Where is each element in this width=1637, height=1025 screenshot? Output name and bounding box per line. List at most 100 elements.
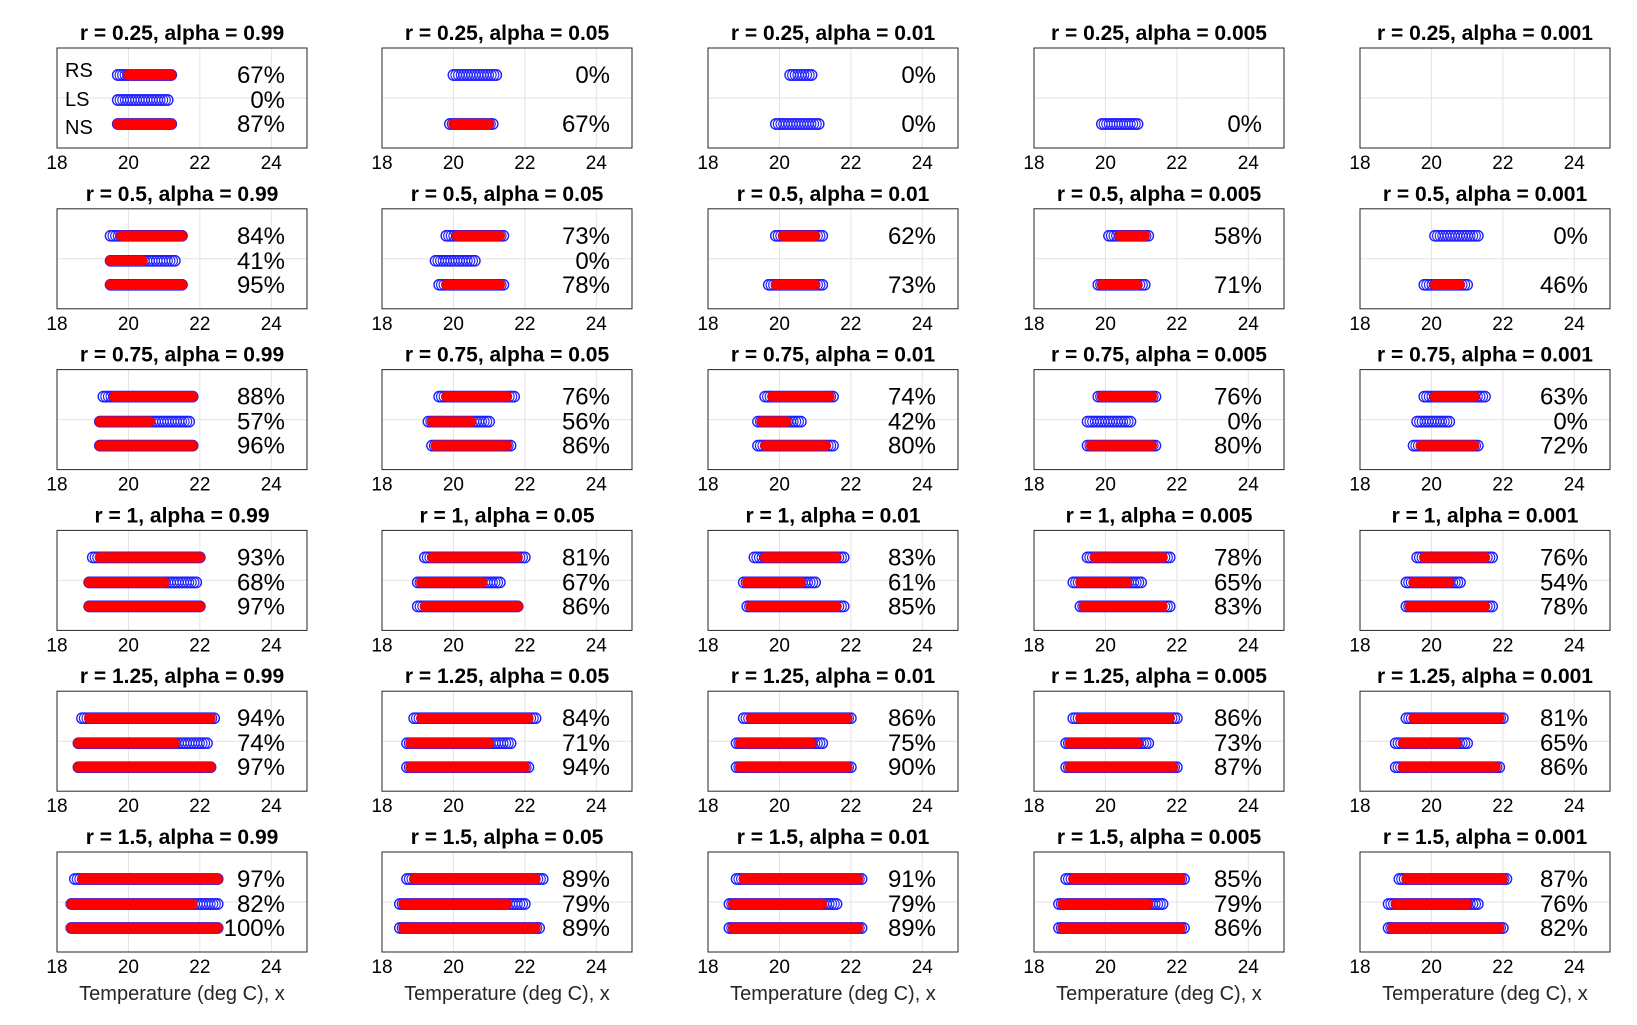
blue-point bbox=[466, 255, 478, 267]
x-tick-label: 20 bbox=[118, 796, 139, 817]
blue-point bbox=[810, 118, 822, 130]
x-tick-label: 20 bbox=[443, 153, 464, 174]
subplot-panel: 81%65%86% 18 20 22 24 r = 1.25, alpha = 0.001 bbox=[1349, 665, 1611, 817]
panel-title: r = 0.25, alpha = 0.01 bbox=[731, 22, 936, 45]
blue-point bbox=[499, 737, 512, 749]
red-point-series bbox=[1429, 279, 1466, 290]
percentage-label: 89% bbox=[888, 915, 936, 942]
blue-point bbox=[1126, 118, 1139, 130]
blue-point bbox=[504, 737, 517, 749]
percentage-label: 76% bbox=[1540, 891, 1588, 918]
blue-point bbox=[461, 255, 473, 267]
red-point-series bbox=[1064, 762, 1179, 773]
blue-point bbox=[1472, 230, 1484, 242]
x-tick-label: 22 bbox=[189, 635, 210, 656]
x-tick-label: 24 bbox=[1564, 475, 1586, 496]
x-tick-label: 20 bbox=[1095, 314, 1116, 335]
red-point-series bbox=[448, 118, 495, 130]
panel-title: r = 1.5, alpha = 0.05 bbox=[411, 826, 604, 849]
percentage-label: 91% bbox=[888, 866, 936, 893]
x-tick-label: 24 bbox=[912, 635, 934, 656]
x-tick-label: 20 bbox=[769, 957, 790, 978]
blue-point bbox=[209, 898, 221, 910]
panel-title: r = 1, alpha = 0.05 bbox=[419, 504, 594, 527]
blue-point bbox=[502, 737, 514, 749]
percentage-label: 82% bbox=[1540, 915, 1588, 942]
percentage-label: 86% bbox=[888, 705, 936, 732]
panel-title: r = 0.5, alpha = 0.99 bbox=[86, 183, 279, 206]
red-point-series bbox=[1075, 713, 1175, 724]
percentage-label: 86% bbox=[1214, 705, 1262, 732]
x-tick-label: 18 bbox=[1023, 796, 1044, 817]
percentage-label: 94% bbox=[237, 705, 285, 732]
x-tick-label: 20 bbox=[443, 314, 464, 335]
subplot-panel: 76%0%80% 18 20 22 24 r = 0.75, alpha = 0.005 bbox=[1023, 344, 1285, 496]
x-tick-label: 24 bbox=[1238, 635, 1260, 656]
blue-point bbox=[491, 576, 504, 589]
x-tick-label: 24 bbox=[586, 314, 608, 335]
percentage-label: 85% bbox=[1214, 866, 1262, 893]
axes-frame bbox=[707, 369, 959, 471]
x-tick-label: 20 bbox=[769, 475, 790, 496]
x-tick-label: 18 bbox=[1023, 635, 1044, 656]
axes-frame bbox=[707, 690, 959, 792]
x-tick-label: 18 bbox=[1349, 957, 1370, 978]
x-tick-label: 18 bbox=[1349, 475, 1370, 496]
x-tick-label: 24 bbox=[1238, 796, 1260, 817]
x-tick-label: 20 bbox=[1421, 314, 1442, 335]
percentage-label: 82% bbox=[237, 891, 285, 918]
percentage-label: 88% bbox=[237, 384, 285, 411]
subplot-panel: 94%74%97% 18 20 22 24 r = 1.25, alpha = 0.99 bbox=[46, 665, 308, 817]
x-tick-label: 20 bbox=[118, 957, 139, 978]
x-tick-label: 22 bbox=[1166, 635, 1187, 656]
x-axis-label: Temperature (deg C), x bbox=[1056, 983, 1262, 1005]
blue-point bbox=[1440, 415, 1453, 428]
red-point-series bbox=[727, 922, 864, 934]
red-point-series bbox=[83, 601, 206, 612]
percentage-label: 0% bbox=[575, 62, 610, 89]
blue-point bbox=[519, 898, 531, 910]
percentage-label: 71% bbox=[1214, 272, 1262, 299]
red-point-series bbox=[405, 738, 495, 749]
red-point-series bbox=[419, 601, 523, 612]
red-point-series bbox=[94, 440, 198, 451]
panel-title: r = 1.25, alpha = 0.05 bbox=[405, 665, 610, 688]
x-tick-label: 22 bbox=[1492, 635, 1513, 656]
red-point-series bbox=[1096, 279, 1143, 290]
axes-frame bbox=[381, 690, 633, 792]
x-tick-label: 20 bbox=[443, 475, 464, 496]
blue-point bbox=[169, 255, 181, 267]
panel-title: r = 1, alpha = 0.005 bbox=[1066, 504, 1253, 527]
percentage-label: 97% bbox=[237, 593, 285, 620]
blue-point bbox=[795, 415, 807, 428]
x-tick-label: 18 bbox=[46, 796, 67, 817]
red-point-series bbox=[451, 230, 506, 241]
x-tick-label: 22 bbox=[514, 475, 535, 496]
percentage-label: 67% bbox=[562, 569, 610, 596]
percentage-label: 0% bbox=[1227, 409, 1262, 436]
percentage-label: 62% bbox=[888, 223, 936, 250]
red-point-series bbox=[770, 279, 821, 290]
x-tick-label: 20 bbox=[443, 796, 464, 817]
subplot-panel: 87%76%82% 18 20 22 24 r = 1.5, alpha = 0.001 T… bbox=[1349, 826, 1611, 1005]
red-point-series bbox=[1397, 738, 1462, 749]
subplot-panel: 62% 73% 18 20 22 24 r = 0.5, alpha = 0.01 bbox=[697, 183, 959, 335]
blue-point bbox=[175, 415, 188, 428]
blue-point bbox=[806, 576, 819, 589]
red-point-series bbox=[777, 230, 821, 241]
panel-title: r = 0.75, alpha = 0.05 bbox=[405, 344, 610, 367]
red-point-series bbox=[745, 601, 842, 612]
axes-frame bbox=[1033, 529, 1285, 631]
red-point-series bbox=[759, 552, 842, 563]
axes-frame bbox=[381, 369, 633, 471]
blue-point bbox=[494, 576, 506, 589]
percentage-label: 54% bbox=[1540, 569, 1588, 596]
x-tick-label: 22 bbox=[1166, 314, 1187, 335]
red-point-series bbox=[1075, 577, 1133, 588]
subplot-panel: 73%0%78% 18 20 22 24 r = 0.5, alpha = 0.05 bbox=[371, 183, 633, 335]
x-tick-label: 20 bbox=[118, 153, 139, 174]
subplot-panel: 97%82%100% 18 20 22 24 r = 1.5, alpha = 0.99 T… bbox=[46, 826, 308, 1005]
blue-point bbox=[1154, 898, 1166, 910]
x-tick-label: 20 bbox=[118, 635, 139, 656]
x-tick-label: 18 bbox=[1023, 957, 1044, 978]
